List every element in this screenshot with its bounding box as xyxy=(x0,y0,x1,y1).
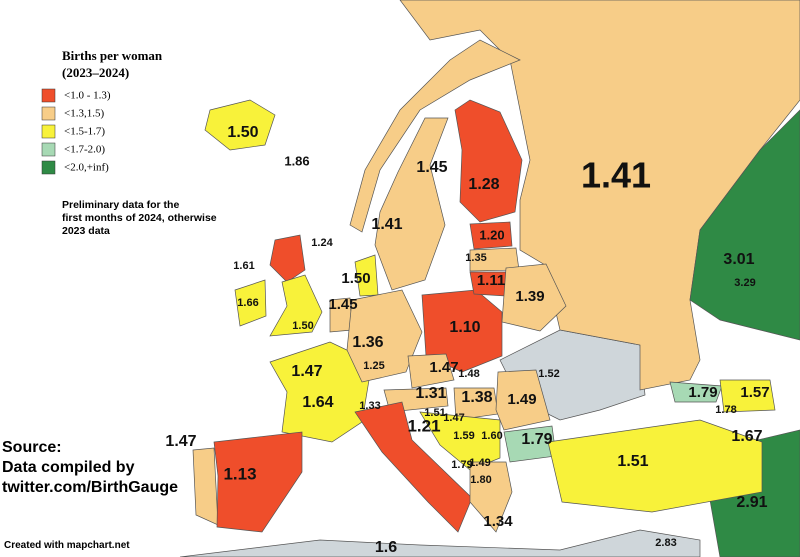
region-value: 1.47 xyxy=(165,433,196,450)
note-line: Preliminary data for the xyxy=(62,199,179,211)
region-value: 1.50 xyxy=(227,124,258,141)
land xyxy=(179,0,800,557)
region-value: 1.34 xyxy=(483,513,513,530)
region-value: 1.60 xyxy=(481,430,502,442)
region-value: 1.49 xyxy=(469,457,490,469)
legend-swatch xyxy=(41,160,56,175)
region-value: 1.6 xyxy=(375,539,397,556)
region-value: 1.50 xyxy=(341,270,370,287)
legend-swatch xyxy=(41,142,56,157)
region-value: 1.48 xyxy=(458,368,479,380)
note-line: first months of 2024, otherwise xyxy=(62,212,217,224)
region-value: 1.79 xyxy=(521,431,552,448)
legend: Births per woman (2023–2024) <1.0 - 1.3)… xyxy=(41,48,163,175)
region-value: 1.38 xyxy=(461,389,492,406)
legend-subtitle: (2023–2024) xyxy=(62,65,129,80)
region-value: 1.25 xyxy=(363,360,384,372)
legend-label: <2.0,+inf) xyxy=(64,162,109,174)
region-value: 1.35 xyxy=(465,252,486,264)
region-value: 1.79 xyxy=(451,459,472,471)
region-value: 1.36 xyxy=(352,334,383,351)
source-line: twitter.com/BirthGauge xyxy=(2,479,178,496)
region-value: 1.67 xyxy=(731,428,762,445)
source-line: Source: xyxy=(2,439,62,456)
region-value: 1.78 xyxy=(715,404,736,416)
region-value: 1.47 xyxy=(429,359,458,376)
legend-swatch xyxy=(41,106,56,121)
region-value: 1.66 xyxy=(237,297,258,309)
region-value: 1.41 xyxy=(581,155,651,196)
region-value: 1.59 xyxy=(453,430,474,442)
region-value: 1.10 xyxy=(449,319,480,336)
region-value: 1.57 xyxy=(740,384,769,401)
region-value: 1.47 xyxy=(443,412,464,424)
region-value: 1.49 xyxy=(507,391,536,408)
region-value: 1.11 xyxy=(477,272,505,289)
source: Source: Data compiled by twitter.com/Bir… xyxy=(2,439,178,496)
note-line: 2023 data xyxy=(62,225,110,237)
legend-swatch xyxy=(41,88,56,103)
legend-label: <1.5-1.7) xyxy=(64,126,105,138)
region-value: 1.45 xyxy=(328,296,357,313)
legend-label: <1.0 - 1.3) xyxy=(64,90,111,102)
region-value: 1.80 xyxy=(470,474,491,486)
region-value: 1.50 xyxy=(292,320,313,332)
region-value: 1.52 xyxy=(538,368,559,380)
region-value: 2.91 xyxy=(736,494,767,511)
legend-label: <1.7-2.0) xyxy=(64,144,105,156)
note: Preliminary data for the first months of … xyxy=(62,199,217,237)
region-value: 1.24 xyxy=(311,237,333,249)
legend-label: <1.3,1.5) xyxy=(64,108,104,120)
region-value: 1.13 xyxy=(223,464,256,483)
region-value: 1.21 xyxy=(407,416,440,435)
region-value: 1.79 xyxy=(688,384,717,401)
credit: Created with mapchart.net xyxy=(4,540,130,551)
region-value: 3.01 xyxy=(723,251,754,268)
region-value: 1.28 xyxy=(468,176,499,193)
region-value: 1.41 xyxy=(371,216,402,233)
region-value: 1.51 xyxy=(424,407,445,419)
region-value: 1.61 xyxy=(233,260,254,272)
region-value: 1.20 xyxy=(479,227,504,242)
region-value: 1.51 xyxy=(617,453,648,470)
region-value: 1.31 xyxy=(415,385,446,402)
region-value: 1.47 xyxy=(291,363,322,380)
legend-title: Births per woman xyxy=(62,48,163,63)
legend-swatch xyxy=(41,124,56,139)
region-value: 1.45 xyxy=(416,159,447,176)
region-value: 2.83 xyxy=(655,537,676,549)
source-line: Data compiled by xyxy=(2,459,135,476)
region-value: 1.39 xyxy=(515,288,544,305)
region-value: 1.64 xyxy=(302,394,333,411)
region-value: 3.29 xyxy=(734,277,755,289)
region-value: 1.86 xyxy=(284,153,309,168)
region-value: 1.33 xyxy=(359,400,380,412)
